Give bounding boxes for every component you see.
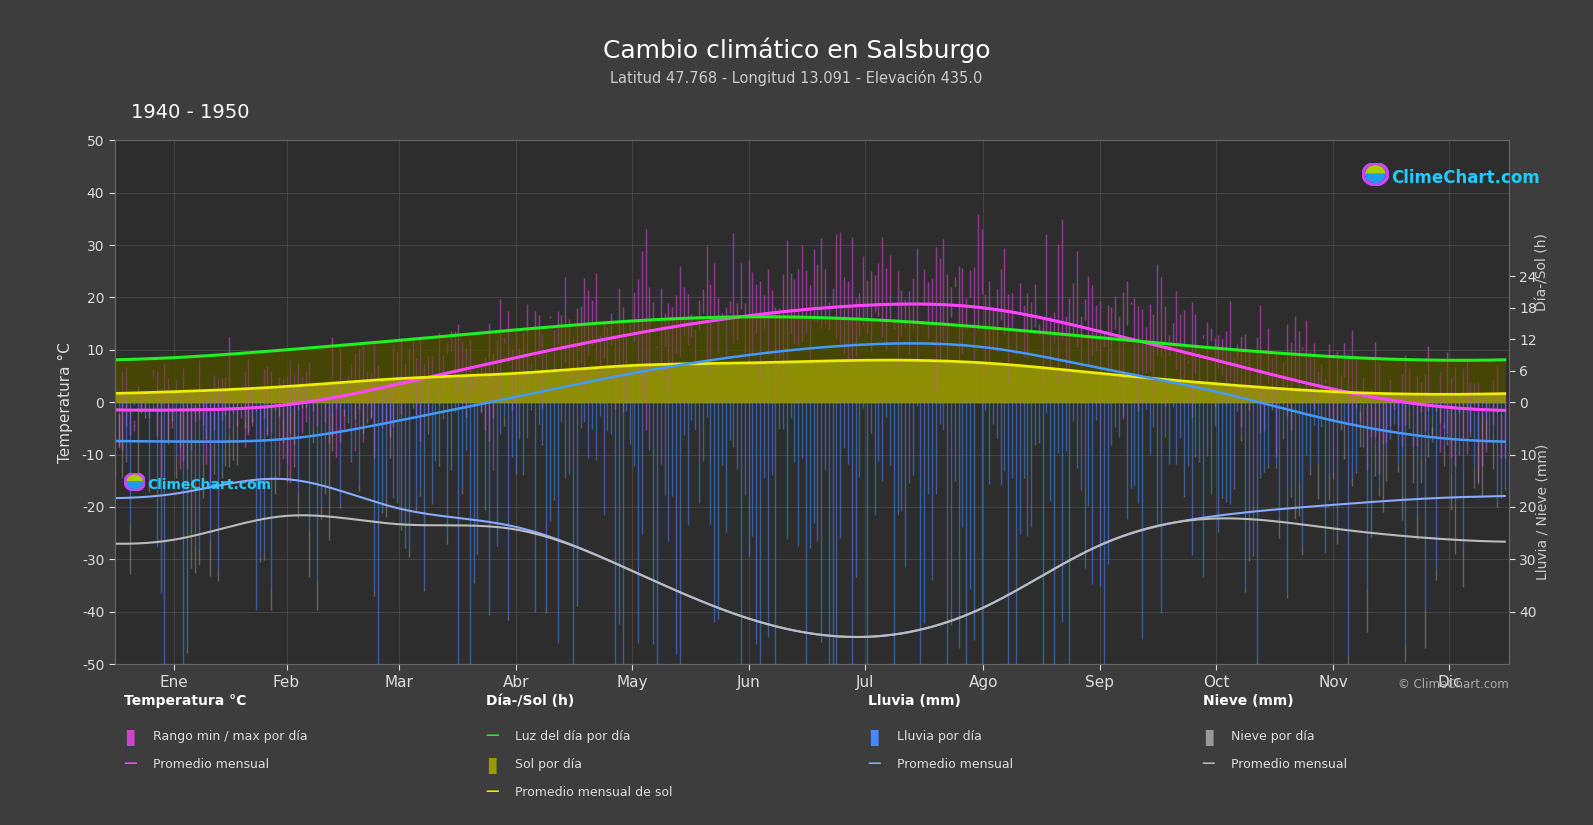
- Text: Promedio mensual de sol: Promedio mensual de sol: [515, 786, 672, 799]
- Text: ▮: ▮: [486, 755, 497, 775]
- Text: 1940 - 1950: 1940 - 1950: [131, 103, 249, 122]
- Text: Promedio mensual: Promedio mensual: [897, 758, 1013, 771]
- Text: Lluvia (mm): Lluvia (mm): [868, 695, 961, 709]
- Text: ▮: ▮: [124, 727, 135, 747]
- Text: Rango min / max por día: Rango min / max por día: [153, 730, 307, 743]
- Text: Latitud 47.768 - Longitud 13.091 - Elevación 435.0: Latitud 47.768 - Longitud 13.091 - Eleva…: [610, 70, 983, 86]
- Wedge shape: [1365, 166, 1384, 174]
- Text: © ClimeChart.com: © ClimeChart.com: [1397, 678, 1509, 691]
- Y-axis label: Temperatura °C: Temperatura °C: [59, 342, 73, 463]
- Text: Promedio mensual: Promedio mensual: [153, 758, 269, 771]
- Text: ─: ─: [868, 755, 879, 775]
- Text: Promedio mensual: Promedio mensual: [1231, 758, 1348, 771]
- Text: Nieve por día: Nieve por día: [1231, 730, 1314, 743]
- Text: Día-/Sol (h): Día-/Sol (h): [1536, 233, 1548, 311]
- Text: ClimeChart.com: ClimeChart.com: [147, 478, 271, 492]
- Text: ▮: ▮: [868, 727, 879, 747]
- Text: ClimeChart.com: ClimeChart.com: [1391, 168, 1540, 186]
- Wedge shape: [127, 482, 142, 488]
- Text: Lluvia / Nieve (mm): Lluvia / Nieve (mm): [1536, 443, 1548, 580]
- Text: Luz del día por día: Luz del día por día: [515, 730, 631, 743]
- Text: ─: ─: [124, 755, 135, 775]
- Text: ─: ─: [486, 783, 497, 803]
- Text: ─: ─: [486, 727, 497, 747]
- Text: Nieve (mm): Nieve (mm): [1203, 695, 1294, 709]
- Text: ▮: ▮: [1203, 727, 1214, 747]
- Text: Día-/Sol (h): Día-/Sol (h): [486, 695, 573, 709]
- Text: Sol por día: Sol por día: [515, 758, 581, 771]
- Wedge shape: [127, 475, 142, 482]
- Wedge shape: [1365, 174, 1384, 182]
- Text: ─: ─: [1203, 755, 1214, 775]
- Text: Temperatura °C: Temperatura °C: [124, 695, 247, 709]
- Text: Lluvia por día: Lluvia por día: [897, 730, 981, 743]
- Text: Cambio climático en Salsburgo: Cambio climático en Salsburgo: [602, 37, 991, 63]
